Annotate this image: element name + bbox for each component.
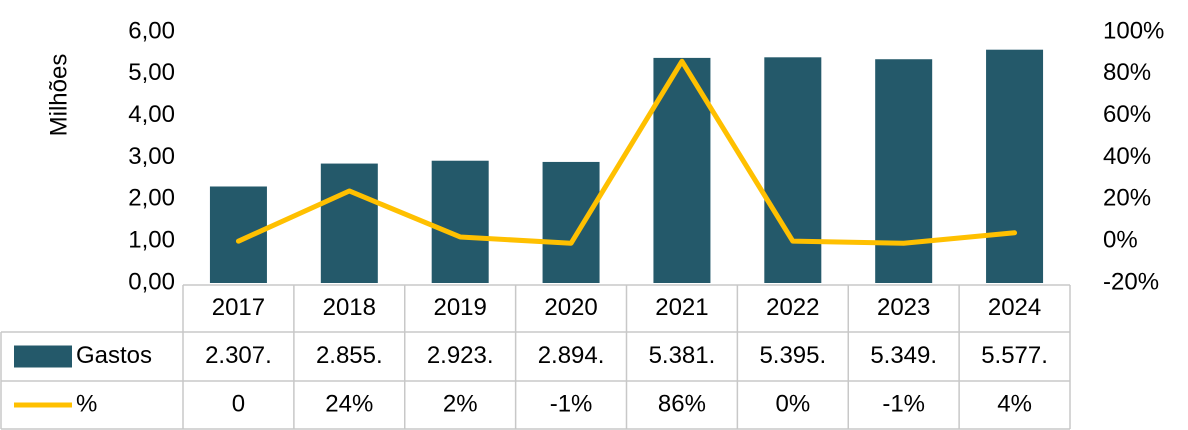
y-tick-label: 3,00	[128, 143, 175, 170]
bar	[542, 161, 600, 283]
table-value: 5.395.	[759, 342, 826, 369]
y-tick-label: 2,00	[128, 185, 175, 212]
table-value: -1%	[550, 390, 593, 417]
y2-tick-label: 40%	[1103, 143, 1151, 170]
y-axis-label: Milhões	[45, 54, 72, 137]
x-tick-label: 2017	[212, 294, 265, 321]
y-tick-label: 5,00	[128, 59, 175, 86]
legend-swatch	[14, 345, 72, 368]
bar	[986, 49, 1044, 284]
table-value: 2.894.	[538, 342, 605, 369]
x-tick-label: 2020	[544, 294, 597, 321]
y2-tick-label: -20%	[1103, 268, 1159, 295]
bar	[431, 160, 489, 283]
table-value: 2.923.	[427, 342, 494, 369]
table-value: -1%	[882, 390, 925, 417]
y-tick-label: 1,00	[128, 227, 175, 254]
x-tick-label: 2024	[988, 294, 1041, 321]
table-value: 5.577.	[981, 342, 1048, 369]
y2-tick-label: 20%	[1103, 185, 1151, 212]
table-value: 24%	[325, 390, 373, 417]
y2-tick-label: 0%	[1103, 227, 1138, 254]
bar	[320, 163, 378, 283]
x-tick-label: 2018	[323, 294, 376, 321]
x-tick-label: 2022	[766, 294, 819, 321]
table-value: 2.307.	[205, 342, 272, 369]
table-value: 86%	[658, 390, 706, 417]
x-tick-label: 2021	[655, 294, 708, 321]
table-value: 0	[232, 390, 245, 417]
bar	[764, 57, 822, 283]
legend-label: %	[76, 390, 97, 417]
table-value: 4%	[997, 390, 1032, 417]
y2-tick-label: 100%	[1103, 17, 1164, 44]
table-value: 5.381.	[649, 342, 716, 369]
legend-label: Gastos	[76, 342, 152, 369]
x-tick-label: 2019	[433, 294, 486, 321]
y-tick-label: 6,00	[128, 17, 175, 44]
y2-tick-label: 80%	[1103, 59, 1151, 86]
table-value: 2%	[443, 390, 478, 417]
line	[235, 58, 1018, 246]
bar	[875, 59, 933, 283]
x-tick-label: 2023	[877, 294, 930, 321]
y2-tick-label: 60%	[1103, 101, 1151, 128]
table-value: 2.855.	[316, 342, 383, 369]
table-value: 0%	[775, 390, 810, 417]
y-tick-label: 4,00	[128, 101, 175, 128]
table-value: 5.349.	[870, 342, 937, 369]
y-tick-label: 0,00	[128, 268, 175, 295]
